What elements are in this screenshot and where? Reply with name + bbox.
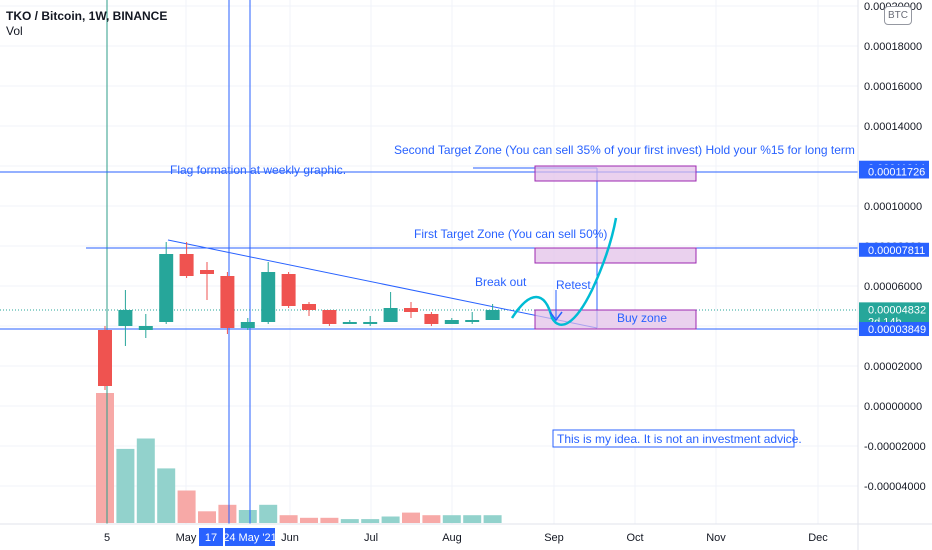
price-tick-label: 0.00006000 <box>864 281 922 293</box>
volume-bar <box>402 512 420 523</box>
second-target-annotation: Second Target Zone (You can sell 35% of … <box>394 143 855 157</box>
volume-bar <box>177 490 196 523</box>
price-label-badge <box>859 164 929 179</box>
volume-bar <box>340 519 359 523</box>
candle-body <box>363 322 378 324</box>
volume-bar <box>116 448 135 523</box>
time-tick-label: Dec <box>808 532 828 544</box>
candle-body <box>424 314 439 324</box>
volume-bar <box>361 519 380 523</box>
candle-body <box>383 308 398 322</box>
volume-bars <box>96 393 502 523</box>
candle-body <box>485 310 500 320</box>
buy-zone <box>534 309 697 330</box>
volume-bar <box>218 504 237 523</box>
volume-bar <box>96 393 114 523</box>
volume-bar <box>483 515 502 523</box>
candle-body <box>159 254 174 322</box>
candle-body <box>138 326 153 330</box>
candle-body <box>342 322 357 324</box>
price-tick-label: -0.00004000 <box>864 481 926 493</box>
time-tick-label: Aug <box>442 532 462 544</box>
time-tick-label: Sep <box>544 532 564 544</box>
price-tick-label: -0.00002000 <box>864 441 926 453</box>
candle-body <box>98 330 112 386</box>
volume-bar <box>238 510 257 523</box>
volume-bar <box>300 517 318 523</box>
price-tick-label: 0.00016000 <box>864 81 922 93</box>
price-tick-label: 0.00000000 <box>864 401 922 413</box>
annotations: Flag formation at weekly graphic. Second… <box>170 143 855 448</box>
candle-body <box>322 310 337 324</box>
symbol-title: TKO / Bitcoin, 1W, BINANCE <box>6 9 168 23</box>
symbol-header[interactable]: TKO / Bitcoin, 1W, BINANCE <box>6 9 167 23</box>
candle-body <box>179 254 194 276</box>
volume-bar <box>198 511 216 523</box>
price-label-text: 0.00011726 <box>868 166 925 178</box>
flag-annotation: Flag formation at weekly graphic. <box>170 163 346 177</box>
retest-annotation: Retest <box>556 278 591 292</box>
volume-bar <box>442 515 461 523</box>
volume-bar <box>279 515 298 523</box>
time-tick-label: 5 <box>104 532 110 544</box>
first-target-annotation: First Target Zone (You can sell 50%) <box>414 227 607 241</box>
candle-body <box>444 320 459 324</box>
currency-badge[interactable]: BTC <box>884 6 912 25</box>
price-label-text: 0.00007811 <box>868 245 925 257</box>
volume-bar <box>136 438 155 523</box>
time-highlight-17 <box>199 528 223 546</box>
buy-zone-annotation: Buy zone <box>617 311 667 325</box>
projection-curve <box>510 217 618 326</box>
time-tick-label: May <box>176 532 197 544</box>
price-tick-label: 0.00018000 <box>864 41 922 53</box>
time-tick-label: Oct <box>626 532 643 544</box>
candle-body <box>281 274 296 306</box>
candle-body <box>302 304 316 310</box>
volume-indicator-label[interactable]: Vol <box>6 24 23 38</box>
retest-arrowhead <box>549 311 563 322</box>
candle-body <box>240 322 255 328</box>
price-axis[interactable]: 0.000200000.000180000.000160000.00014000… <box>857 0 929 550</box>
first-target-zone <box>534 247 697 264</box>
price-label-badge <box>859 242 929 257</box>
break-out-annotation: Break out <box>475 275 527 289</box>
flag-trendline <box>167 239 598 329</box>
time-highlight-may24 <box>225 528 275 546</box>
price-tick-label: 0.00014000 <box>864 121 922 133</box>
time-tick-label: Nov <box>706 532 726 544</box>
volume-bar <box>157 468 176 523</box>
time-tick-label: Jul <box>364 532 378 544</box>
candle-body <box>200 270 214 274</box>
price-tick-label: 0.00010000 <box>864 201 922 213</box>
volume-bar <box>259 504 278 523</box>
volume-bar <box>381 516 400 523</box>
price-tick-label: 0.00002000 <box>864 361 922 373</box>
time-tick-label: Jun <box>281 532 299 544</box>
time-highlight-17-label: 17 <box>205 532 217 544</box>
volume-bar <box>463 515 482 523</box>
candle-body <box>118 310 133 326</box>
candle-body <box>465 320 480 322</box>
time-axis[interactable]: 5 May Jun Jul Aug Sep Oct Nov Dec 17 24 May '21 <box>0 523 932 546</box>
disclaimer-box <box>552 429 795 448</box>
candle-body <box>220 276 235 328</box>
volume-bar <box>422 515 441 523</box>
volume-bar <box>320 517 339 523</box>
disclaimer-annotation: This is my idea. It is not an investment… <box>557 432 802 446</box>
candles <box>98 242 500 390</box>
price-label-badge <box>859 322 929 337</box>
second-target-zone <box>534 165 697 182</box>
drawings <box>0 0 858 524</box>
time-highlight-may24-label: 24 May '21 <box>223 532 276 544</box>
candle-body <box>261 272 276 322</box>
price-label-text: 0.00004832 <box>868 304 926 316</box>
price-label-text: 0.00003849 <box>868 324 926 336</box>
candle-body <box>404 308 418 312</box>
